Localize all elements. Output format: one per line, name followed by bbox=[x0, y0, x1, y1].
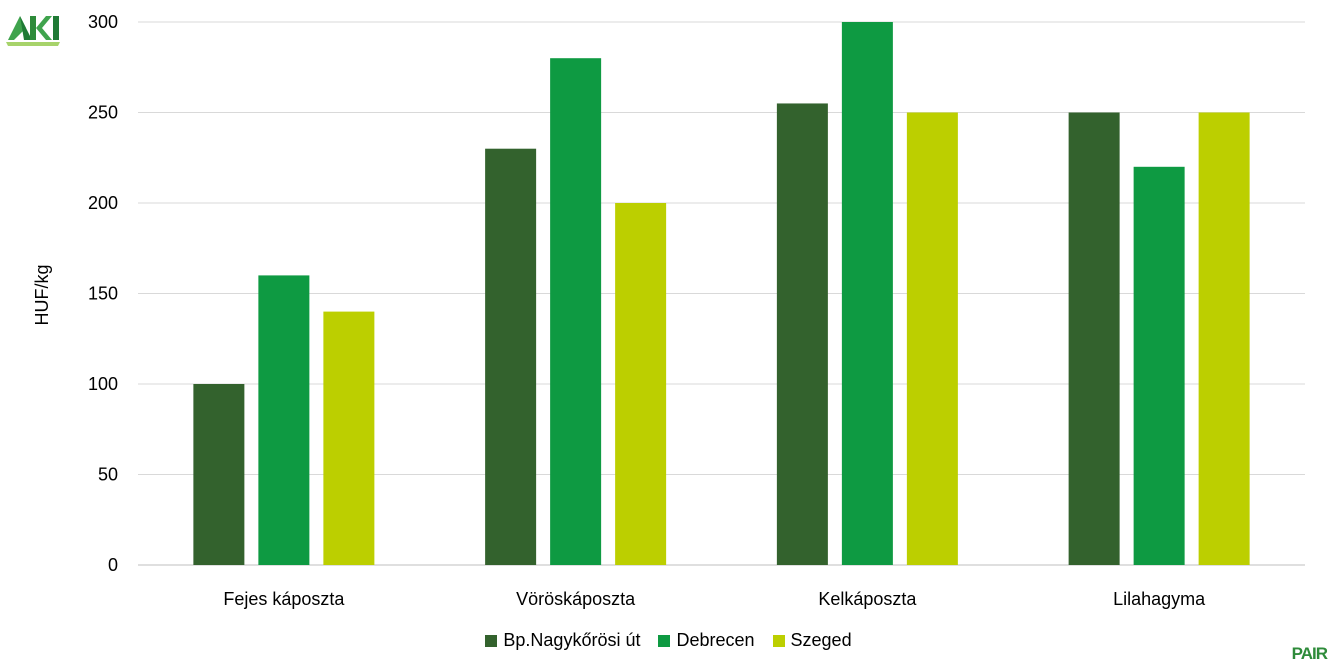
legend-swatch bbox=[772, 634, 785, 647]
bar bbox=[193, 384, 245, 565]
bar bbox=[841, 22, 893, 565]
bar bbox=[1133, 166, 1185, 566]
x-tick-label: Vöröskáposzta bbox=[516, 589, 636, 609]
bar bbox=[323, 311, 375, 565]
bar bbox=[615, 203, 667, 565]
y-tick-label: 50 bbox=[98, 465, 118, 485]
x-tick-label: Kelkáposzta bbox=[818, 589, 917, 609]
y-tick-label: 150 bbox=[88, 284, 118, 304]
y-axis-label: HUF/kg bbox=[32, 264, 52, 325]
bar bbox=[550, 58, 602, 565]
bar bbox=[1068, 112, 1120, 565]
bar bbox=[906, 112, 958, 565]
y-tick-label: 250 bbox=[88, 103, 118, 123]
legend-item: Szeged bbox=[772, 630, 852, 651]
x-tick-label: Fejes káposzta bbox=[223, 589, 345, 609]
legend-item: Bp.Nagykőrösi út bbox=[485, 630, 640, 651]
bar-chart: 0 50 100 150 200 250 300 Fejes káposzta Vöröská… bbox=[32, 12, 1305, 609]
y-tick-label: 100 bbox=[88, 374, 118, 394]
y-tick-label: 200 bbox=[88, 193, 118, 213]
legend-swatch bbox=[485, 634, 498, 647]
legend-label: Szeged bbox=[790, 630, 852, 650]
legend-swatch bbox=[658, 634, 671, 647]
x-tick-label: Lilahagyma bbox=[1113, 589, 1206, 609]
bar bbox=[485, 148, 537, 565]
bar bbox=[258, 275, 310, 565]
aki-logo bbox=[6, 6, 62, 46]
bar bbox=[776, 103, 828, 565]
y-tick-label: 0 bbox=[108, 555, 118, 575]
legend-item: Debrecen bbox=[658, 630, 755, 651]
pair-logo: PAIR bbox=[1291, 644, 1328, 663]
legend-label: Bp.Nagykőrösi út bbox=[503, 630, 641, 650]
y-tick-label: 300 bbox=[88, 12, 118, 32]
legend: Bp.Nagykőrösi út Debrecen Szeged bbox=[0, 630, 1337, 651]
legend-label: Debrecen bbox=[676, 630, 755, 650]
bar bbox=[1198, 112, 1250, 565]
